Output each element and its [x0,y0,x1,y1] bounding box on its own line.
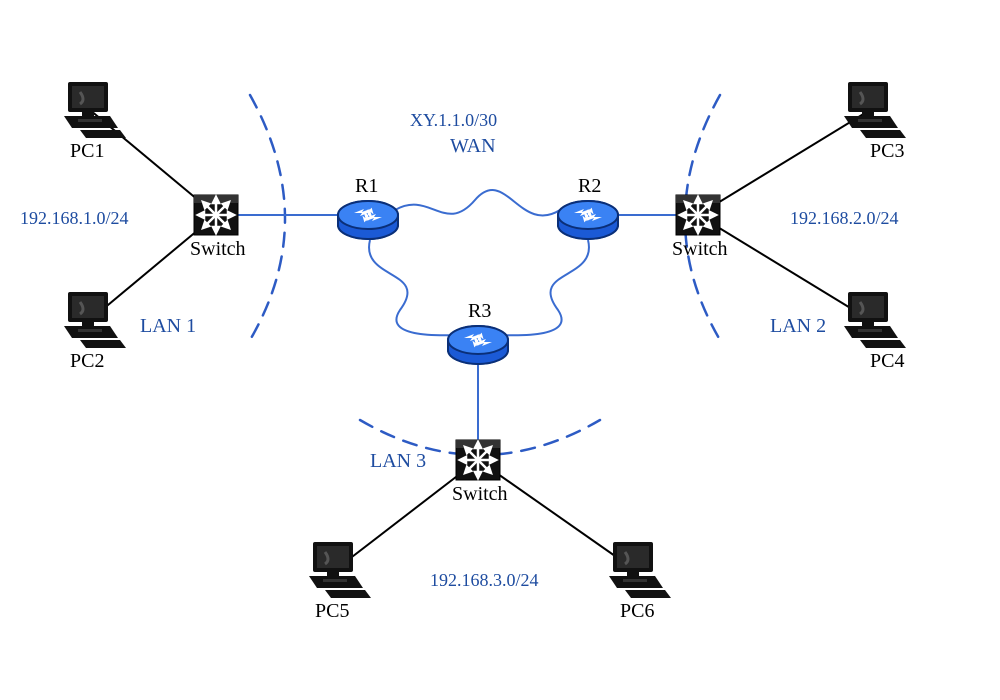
switch2-label: Switch [672,238,728,261]
r3-label: R3 [468,300,491,323]
switch-S3 [456,440,500,480]
switch-S2 [676,195,720,235]
network-diagram [0,0,1000,700]
pc-PC6 [609,542,671,598]
pc4-label: PC4 [870,350,904,373]
switch3-label: Switch [452,483,508,506]
router-R2 [558,201,618,239]
lan1-subnet-label: 192.168.1.0/24 [20,208,129,229]
devices [64,82,906,598]
r1-label: R1 [355,175,378,198]
lan3-subnet-label: 192.168.3.0/24 [430,570,539,591]
pc3-label: PC3 [870,140,904,163]
lan2-subnet-label: 192.168.2.0/24 [790,208,899,229]
pc-PC3 [844,82,906,138]
switch1-label: Switch [190,238,246,261]
pc-PC2 [64,292,126,348]
router-R3 [448,326,508,364]
lan2-label: LAN 2 [770,315,826,338]
wan-label: WAN [450,135,496,158]
pc2-label: PC2 [70,350,104,373]
lan3-label: LAN 3 [370,450,426,473]
lan1-label: LAN 1 [140,315,196,338]
pc-PC1 [64,82,126,138]
router-R1 [338,201,398,239]
pc-PC4 [844,292,906,348]
r2-label: R2 [578,175,601,198]
wan-subnet-label: XY.1.1.0/30 [410,110,497,131]
pc6-label: PC6 [620,600,654,623]
pc5-label: PC5 [315,600,349,623]
pc1-label: PC1 [70,140,104,163]
switch-S1 [194,195,238,235]
